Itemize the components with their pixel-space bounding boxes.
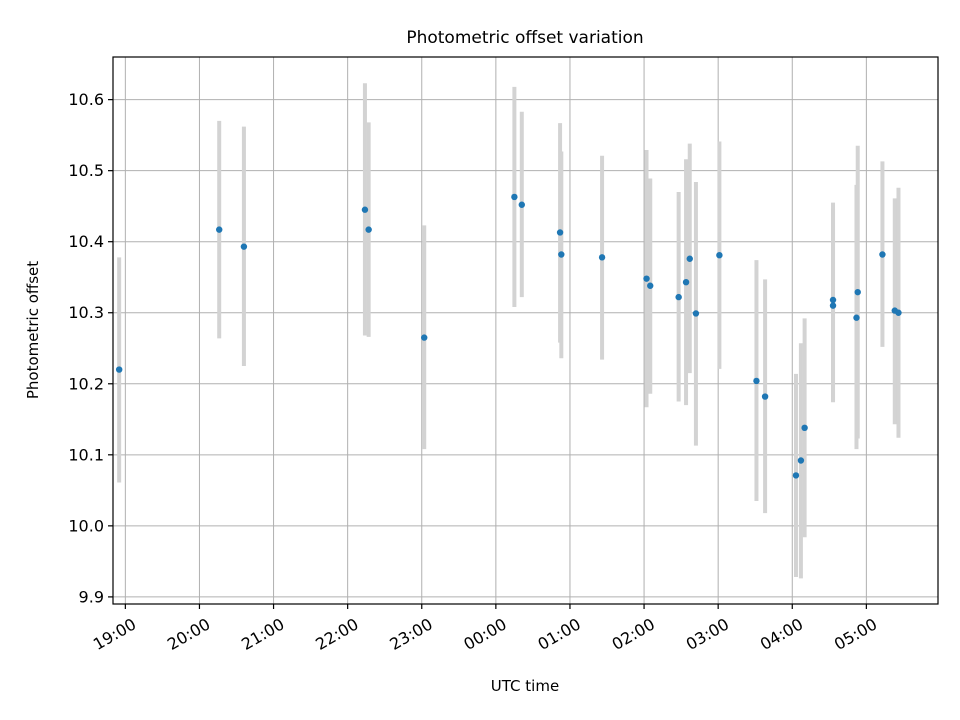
data-point [692,310,700,317]
data-point [761,393,769,400]
data-point [686,255,693,262]
data-point [240,243,248,250]
data-point [682,278,690,286]
data-point [361,206,369,213]
y-tick-label: 10.3 [68,303,104,322]
y-tick-label: 10.5 [68,161,104,180]
data-point [511,193,518,201]
data-point [801,424,808,432]
y-tick-label: 9.9 [79,587,104,606]
y-tick-label: 10.6 [68,90,104,109]
data-point [895,309,902,316]
data-point [558,251,565,258]
data-point [829,302,837,309]
data-point [556,229,564,236]
y-tick-label: 10.0 [68,516,104,535]
data-point [879,251,886,258]
data-point [598,254,606,261]
data-point [643,275,650,282]
data-point [365,226,372,233]
data-points [115,193,902,479]
data-point [854,288,861,296]
x-axis-label: UTC time [491,677,559,695]
chart-title: Photometric offset variation [406,28,643,48]
y-tick-label: 10.1 [68,445,104,464]
data-point [216,226,223,233]
data-point [716,251,723,259]
data-point [853,314,860,321]
data-point [753,377,760,385]
y-axis: 9.9 10.0 10.1 10.2 10.3 10.4 10.5 10.6 [68,90,113,606]
data-point [797,457,805,464]
y-tick-label: 10.2 [68,374,104,393]
data-point [647,282,654,289]
data-point [518,201,525,208]
y-axis-label: Photometric offset [24,261,42,399]
y-tick-label: 10.4 [68,232,104,251]
data-point [421,334,428,341]
data-point [792,472,800,479]
data-point [675,293,682,301]
data-point [829,296,837,304]
plot-frame [112,56,939,605]
data-point [115,366,123,373]
